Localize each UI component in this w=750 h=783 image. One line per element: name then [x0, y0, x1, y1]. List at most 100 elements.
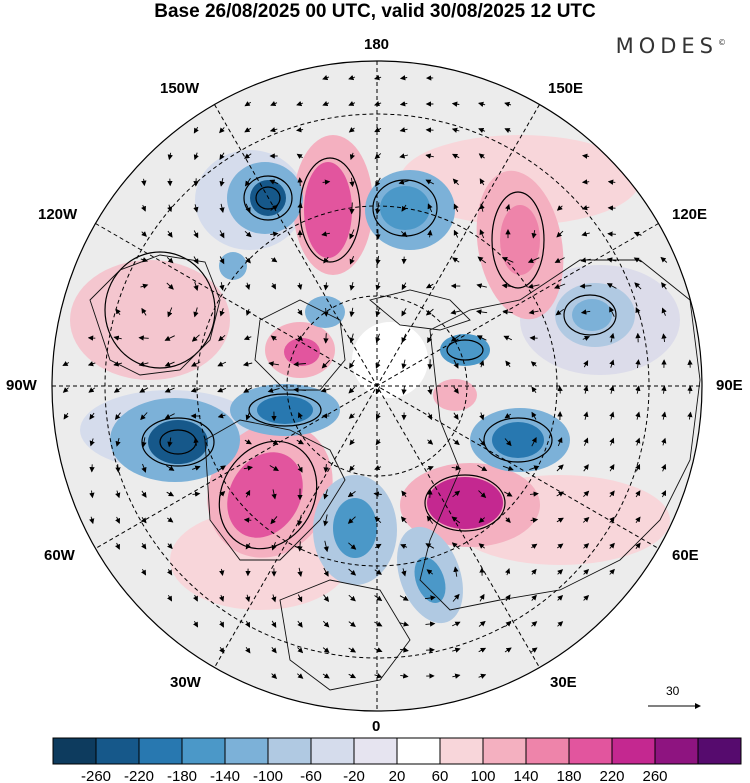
- wind-arrow: [400, 231, 408, 238]
- wind-arrow: [271, 620, 277, 628]
- wind-arrow: [115, 308, 121, 316]
- wind-arrow: [425, 621, 436, 627]
- wind-arrow: [245, 620, 251, 628]
- wind-arrow: [503, 491, 513, 497]
- colorbar-tick-label: 20: [389, 768, 406, 783]
- wind-arrow: [374, 543, 382, 549]
- wind-arrow: [323, 540, 329, 553]
- wind-arrow: [661, 437, 667, 446]
- wind-arrow: [270, 101, 278, 106]
- wind-arrow: [399, 595, 409, 601]
- wind-arrow: [140, 204, 146, 212]
- anomaly-shading: [433, 379, 477, 411]
- wind-arrow: [219, 620, 224, 628]
- wind-arrow: [89, 438, 95, 447]
- label-180: 180: [364, 36, 390, 53]
- wind-arrow: [219, 647, 225, 654]
- wind-arrow: [293, 361, 306, 367]
- wind-arrow: [476, 283, 487, 289]
- wind-arrow: [687, 411, 693, 420]
- wind-arrow: [399, 75, 408, 81]
- wind-arrow: [219, 594, 225, 602]
- wind-arrow: [219, 490, 226, 497]
- colorbar-tick-label: -20: [343, 768, 365, 783]
- anomaly-shading: [227, 452, 303, 538]
- wind-arrow: [243, 465, 253, 471]
- wind-arrow: [245, 542, 251, 550]
- wind-arrow: [401, 282, 407, 291]
- wind-arrow: [478, 490, 487, 499]
- wind-arrow: [322, 75, 330, 81]
- wind-arrow: [167, 152, 173, 161]
- wind-arrow: [140, 283, 149, 289]
- map-title: Base 26/08/2025 00 UTC, valid 30/08/2025…: [154, 1, 596, 22]
- wind-arrow: [141, 490, 147, 498]
- wind-arrow: [348, 75, 356, 81]
- wind-arrow: [271, 647, 277, 654]
- wind-arrow: [219, 177, 225, 187]
- wind-arrow: [606, 283, 617, 289]
- wind-arrow: [323, 307, 329, 317]
- wind-arrow: [478, 620, 486, 627]
- wind-arrow: [167, 307, 173, 318]
- wind-arrow: [297, 282, 303, 290]
- wind-arrow: [323, 567, 329, 577]
- wind-arrow: [190, 387, 201, 393]
- wind-arrow: [427, 439, 434, 445]
- wind-arrow: [219, 127, 225, 134]
- wind-arrow: [609, 385, 615, 394]
- wind-arrow: [529, 491, 539, 497]
- wind-arrow: [219, 568, 225, 576]
- wind-arrow: [89, 490, 95, 499]
- wind-arrow: [635, 385, 641, 394]
- wind-arrow: [349, 256, 355, 265]
- wind-arrow: [609, 568, 615, 575]
- wind-arrow: [375, 333, 381, 344]
- anomaly-shading: [427, 477, 503, 529]
- wind-arrow: [375, 307, 381, 317]
- wind-arrow: [242, 361, 253, 367]
- wind-arrow: [245, 594, 251, 603]
- wind-arrow: [374, 153, 382, 160]
- wind-arrow: [167, 543, 173, 550]
- colorbar-swatch: [568, 737, 613, 765]
- wind-arrow: [531, 594, 537, 601]
- wind-arrow: [583, 464, 589, 472]
- wind-arrow: [296, 101, 304, 107]
- wind-arrow: [297, 647, 304, 654]
- wind-arrow: [375, 202, 381, 215]
- wind-arrow: [166, 282, 174, 290]
- coastline: [254, 299, 346, 391]
- wind-arrow: [479, 412, 485, 421]
- wind-arrow: [138, 361, 149, 367]
- wind-arrow: [323, 514, 329, 527]
- wind-arrow: [296, 153, 303, 159]
- coastlines: [89, 254, 701, 691]
- wind-arrow: [661, 333, 667, 342]
- wind-arrow: [451, 127, 460, 133]
- wind-arrow: [167, 517, 174, 523]
- colorbar-swatch: [525, 737, 570, 765]
- wind-arrow: [399, 101, 408, 107]
- wind-arrow: [398, 179, 409, 185]
- wind-arrow: [530, 647, 538, 653]
- wind-arrow: [140, 257, 149, 263]
- wind-arrow: [581, 179, 590, 185]
- wind-arrow: [425, 153, 434, 159]
- wind-arrow: [271, 542, 277, 551]
- wind-arrow: [609, 411, 615, 420]
- wind-arrow: [635, 463, 641, 472]
- colorbar-swatch: [138, 737, 183, 765]
- colorbar-tick-label: -260: [81, 768, 111, 783]
- wind-arrow: [400, 673, 409, 679]
- wind-arrow: [478, 543, 485, 549]
- contour: [563, 294, 617, 336]
- wind-arrow: [115, 490, 121, 499]
- contour: [255, 186, 281, 210]
- wind-arrow: [167, 437, 173, 448]
- wind-arrow: [557, 594, 564, 601]
- wind-arrow: [219, 308, 225, 317]
- wind-arrow: [141, 463, 147, 473]
- wind-arrow: [661, 385, 667, 394]
- wind-arrow: [557, 569, 564, 575]
